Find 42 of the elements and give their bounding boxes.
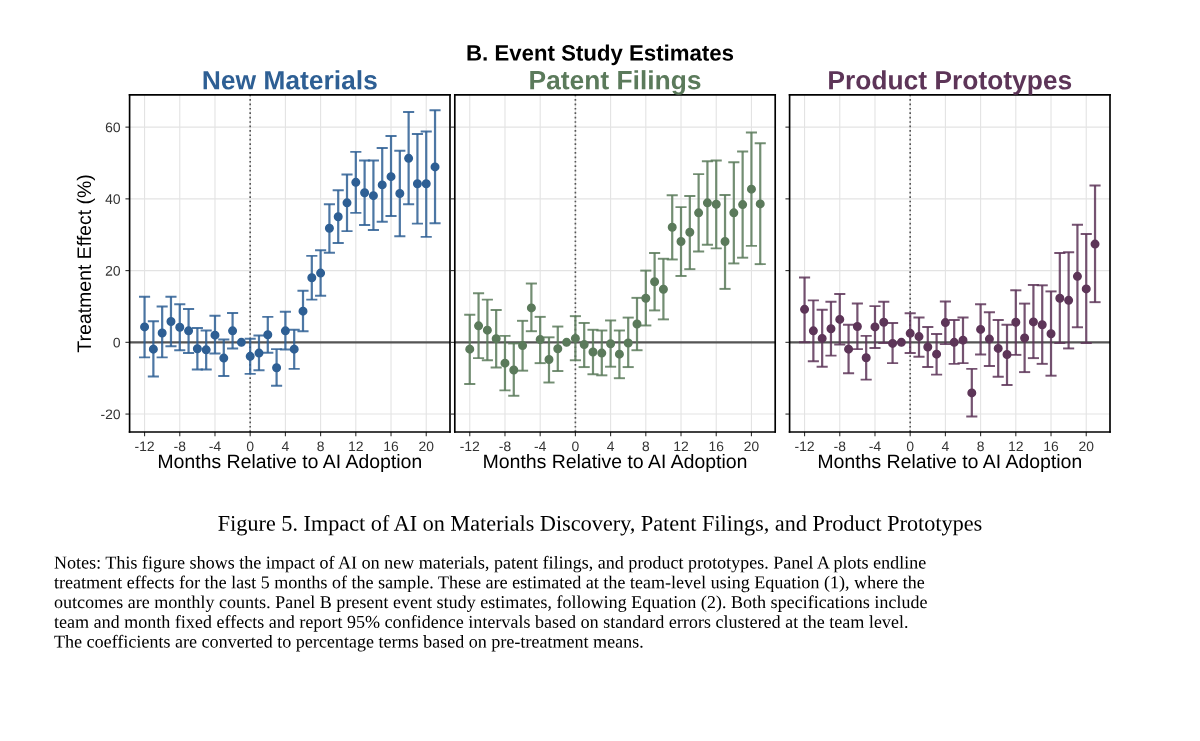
y-tick-label: 60 — [105, 122, 121, 133]
x-tick-label: -4 — [534, 441, 546, 452]
chart-title: Patent Filings — [530, 70, 701, 95]
y-tick-label: -20 — [101, 409, 121, 420]
x-tick-label: 4 — [941, 441, 949, 452]
x-tick-label: 20 — [419, 441, 434, 452]
caption: Figure 5. Impact of AI on Materials Discovery, Patent Filings, and Product Prototypes — [218, 514, 982, 536]
text: B. Event Study Estimates — [467, 44, 734, 66]
chart-title: New Materials — [203, 70, 377, 90]
text: Notes: This figure shows the impact of AI on new materials, patent filings, and product prototypes. Panel A plots endline treatment effects for the last 5 months of the sample. These are estimated at the team-level using Equation (1), where the outcomes are monthly counts. Panel B present event study estimates, following Equation (2). Both specifications include team and month fixed effects and report 95% confidence intervals based on standard errors clustered at the team level. The coefficients are converted to percentage terms based on pre-treatment means. — [54, 555, 927, 652]
x-tick-label: 16 — [384, 441, 399, 452]
x-tick-label: 20 — [1079, 441, 1094, 452]
x-tick-label: -12 — [795, 441, 814, 452]
x-tick-label: 12 — [349, 441, 363, 452]
x-tick-label: -4 — [209, 441, 221, 452]
x-tick-label: 0 — [246, 441, 254, 452]
x-tick-label: 20 — [744, 441, 759, 452]
x-tick-label: 4 — [281, 441, 289, 452]
x-axis-title: Months Relative to AI Adoption — [158, 453, 421, 473]
x-tick-label: 0 — [906, 441, 914, 452]
y-axis-title: Treatment Effect (%) — [76, 175, 95, 353]
x-axis-title: Months Relative to AI Adoption — [484, 453, 747, 473]
x-tick-label: 12 — [1009, 441, 1023, 452]
x-tick-label: 8 — [317, 441, 324, 452]
x-tick-label: -4 — [869, 441, 881, 452]
x-tick-label: 16 — [709, 441, 724, 452]
x-tick-label: -12 — [460, 441, 480, 452]
x-tick-label: -12 — [135, 441, 154, 452]
x-axis-title: Months Relative to AI Adoption — [818, 453, 1081, 473]
x-tick-label: -8 — [499, 441, 511, 452]
x-tick-label: 12 — [674, 441, 689, 452]
x-tick-label: -8 — [834, 441, 846, 452]
x-tick-label: 16 — [1044, 441, 1059, 452]
x-tick-label: 8 — [977, 441, 984, 452]
y-tick-label: 20 — [105, 265, 121, 276]
x-tick-label: -8 — [174, 441, 186, 452]
y-tick-label: 0 — [113, 337, 121, 348]
x-tick-label: 0 — [572, 441, 579, 452]
x-tick-label: 8 — [642, 441, 650, 452]
chart-title: Product Prototypes — [829, 70, 1072, 95]
x-tick-label: 4 — [607, 441, 615, 452]
y-tick-label: 40 — [105, 194, 121, 205]
